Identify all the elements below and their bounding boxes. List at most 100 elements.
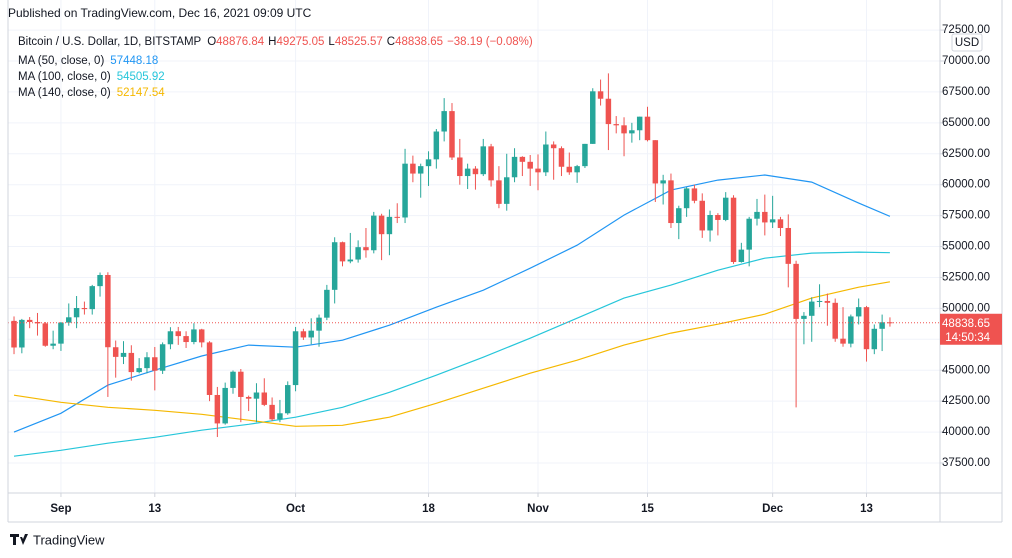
candle-body (159, 344, 166, 371)
candle-body (206, 342, 213, 395)
candle-body (582, 143, 588, 167)
candles (8, 73, 940, 438)
candle-body (253, 392, 260, 399)
candle-body (769, 219, 776, 223)
candle-body (97, 274, 103, 287)
y-tick-label: 62500.00 (942, 148, 990, 160)
x-tick-label: Oct (286, 503, 305, 515)
candle-body (574, 166, 580, 173)
y-tick-label: 67500.00 (942, 86, 990, 98)
candle-body (660, 180, 666, 184)
candle-body (644, 116, 651, 141)
ohlc-value: 49275.05 (276, 36, 324, 48)
candle-body (636, 116, 643, 131)
currency: USD (955, 37, 979, 49)
y-tick-label: 57500.00 (942, 210, 990, 222)
candle-body (879, 322, 885, 329)
candle-body (809, 301, 815, 316)
x-tick-label: 13 (860, 503, 873, 515)
candle-body (464, 168, 471, 177)
candle-body (707, 215, 713, 231)
candle-body (339, 242, 346, 262)
published: Published on TradingView.com, Dec 16, 20… (8, 6, 312, 20)
candle-body (746, 218, 752, 250)
y-tick-label: 50000.00 (942, 302, 990, 314)
candle-body (605, 98, 612, 125)
candle-body (840, 338, 846, 344)
candle-body (347, 259, 354, 262)
candle-body (730, 197, 737, 263)
axis-labels: 37500.0040000.0042500.0045000.0047500.00… (50, 24, 1002, 515)
change: −38.19 (−0.08%) (447, 36, 533, 48)
legend-value: 57448.18 (110, 55, 158, 67)
x-tick-label: Nov (527, 503, 549, 515)
legend-name: MA (140, close, 0) (18, 87, 111, 99)
logo (10, 534, 28, 545)
x-tick-label: 13 (148, 503, 161, 515)
y-tick-label: 40000.00 (942, 426, 990, 438)
candle-body (42, 323, 49, 346)
candle-body (691, 188, 698, 201)
y-tick-label: 42500.00 (942, 395, 990, 407)
candle-body (777, 219, 784, 228)
x-tick-label: 15 (641, 503, 654, 515)
candle-body (566, 166, 573, 173)
candle-body (324, 289, 330, 318)
candle-body (11, 320, 17, 348)
candle-body (543, 144, 549, 173)
x-tick-label: Sep (50, 503, 71, 515)
candle-body (441, 111, 447, 132)
candle-body (183, 336, 189, 343)
candle-body (81, 308, 88, 310)
candle-body (535, 168, 541, 173)
candle-body (34, 321, 41, 324)
legend-value: 52147.54 (117, 87, 166, 99)
candle-body (715, 215, 721, 220)
legend-header: Bitcoin / U.S. Dollar, 1D, BITSTAMP O4887… (18, 36, 533, 48)
candle-body (89, 286, 95, 310)
legend-name: MA (100, close, 0) (18, 71, 111, 83)
y-tick-label: 55000.00 (942, 241, 990, 253)
x-tick-label: Dec (762, 503, 784, 515)
candle-body (871, 328, 878, 350)
ohlc-label: O (207, 36, 216, 48)
candle-body (73, 308, 80, 318)
candle-body (222, 387, 228, 424)
candle-body (402, 163, 408, 218)
candle-body (167, 331, 174, 345)
legend-entry: MA (50, close, 0) 57448.18 (18, 55, 158, 67)
y-tick-label: 45000.00 (942, 364, 990, 376)
candle-body (238, 371, 244, 397)
candle-body (683, 188, 690, 209)
x-tick-label: 18 (422, 503, 435, 515)
ohlc-value: 48876.84 (216, 36, 265, 48)
candle-body (699, 200, 705, 231)
candle-body (824, 300, 831, 303)
candle-body (816, 300, 823, 302)
legend-title: Bitcoin / U.S. Dollar, 1D, BITSTAMP (18, 36, 202, 48)
candle-body (676, 208, 682, 224)
candle-body (738, 249, 745, 263)
candle-body (175, 331, 181, 337)
candle-body (198, 329, 205, 343)
candle-body (832, 302, 838, 339)
candle-body (449, 111, 455, 158)
legend: Bitcoin / U.S. Dollar, 1D, BITSTAMP O4887… (18, 36, 533, 99)
countdown: 14:50:34 (945, 332, 990, 344)
ohlc-label: C (387, 36, 395, 48)
candle-body (261, 392, 268, 405)
candle-body (722, 197, 729, 220)
grid (8, 0, 940, 493)
candle-body (144, 357, 150, 369)
candle-body (613, 124, 619, 126)
y-tick-label: 65000.00 (942, 117, 990, 129)
candle-body (277, 413, 283, 420)
candle-body (230, 371, 236, 388)
candle-body (355, 247, 361, 260)
candle-body (112, 347, 119, 357)
candle-body (433, 131, 440, 160)
candle-body (363, 247, 369, 251)
candle-body (386, 216, 393, 235)
footer-text: TradingView (33, 532, 105, 547)
